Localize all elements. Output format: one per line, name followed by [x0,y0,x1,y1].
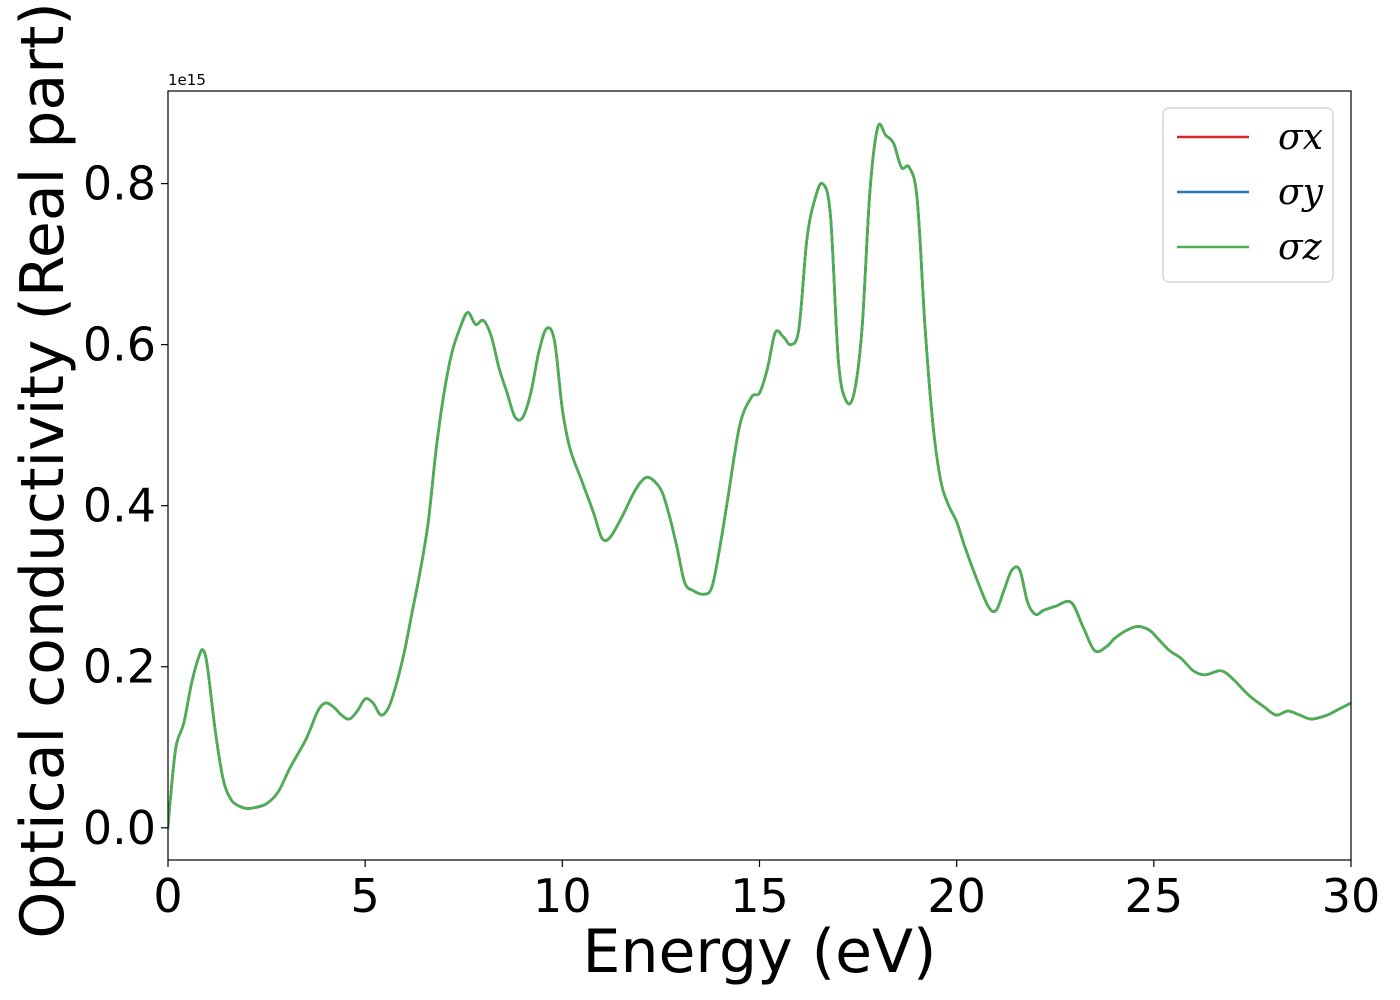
y-tick-label: 0.6 [83,318,156,372]
y-axis-label: Optical conductivity (Real part) [8,2,78,939]
x-axis-ticks: 0 5 10 15 20 25 30 [153,860,1380,923]
y-axis-ticks: 0.0 0.2 0.4 0.6 0.8 [83,157,168,855]
x-tick-label: 20 [927,869,986,923]
y-tick-label: 0.4 [83,479,156,533]
legend-label-sigma-y: σy [1278,172,1324,213]
legend-box [1162,107,1334,283]
y-tick-label: 0.0 [83,801,156,855]
y-tick-label: 0.2 [83,640,156,694]
series-line-sigma-z [168,122,1351,830]
y-axis-offset-label: 1e15 [168,71,206,89]
y-tick-label: 0.8 [83,157,156,211]
x-axis-label: Energy (eV) [583,917,937,987]
x-tick-label: 0 [153,869,182,923]
x-tick-label: 25 [1125,869,1184,923]
x-tick-label: 15 [730,869,789,923]
series-lines [168,122,1351,830]
x-tick-label: 30 [1322,869,1381,923]
x-tick-label: 10 [533,869,592,923]
x-tick-label: 5 [351,869,380,923]
legend-label-sigma-x: σx [1278,117,1323,158]
legend-label-sigma-z: σz [1278,227,1323,268]
legend: σx σy σz [1162,107,1334,283]
plot-area [167,90,1352,861]
